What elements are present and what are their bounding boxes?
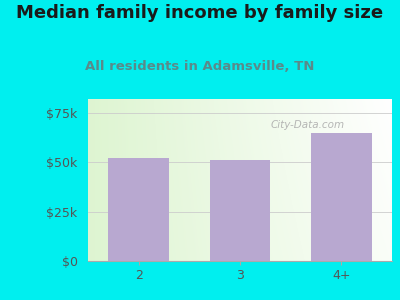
Bar <box>108 158 169 261</box>
Bar <box>210 160 270 261</box>
Text: Median family income by family size: Median family income by family size <box>16 4 384 22</box>
Text: City-Data.com: City-Data.com <box>270 120 344 130</box>
Bar <box>311 133 372 261</box>
Text: All residents in Adamsville, TN: All residents in Adamsville, TN <box>85 60 315 73</box>
